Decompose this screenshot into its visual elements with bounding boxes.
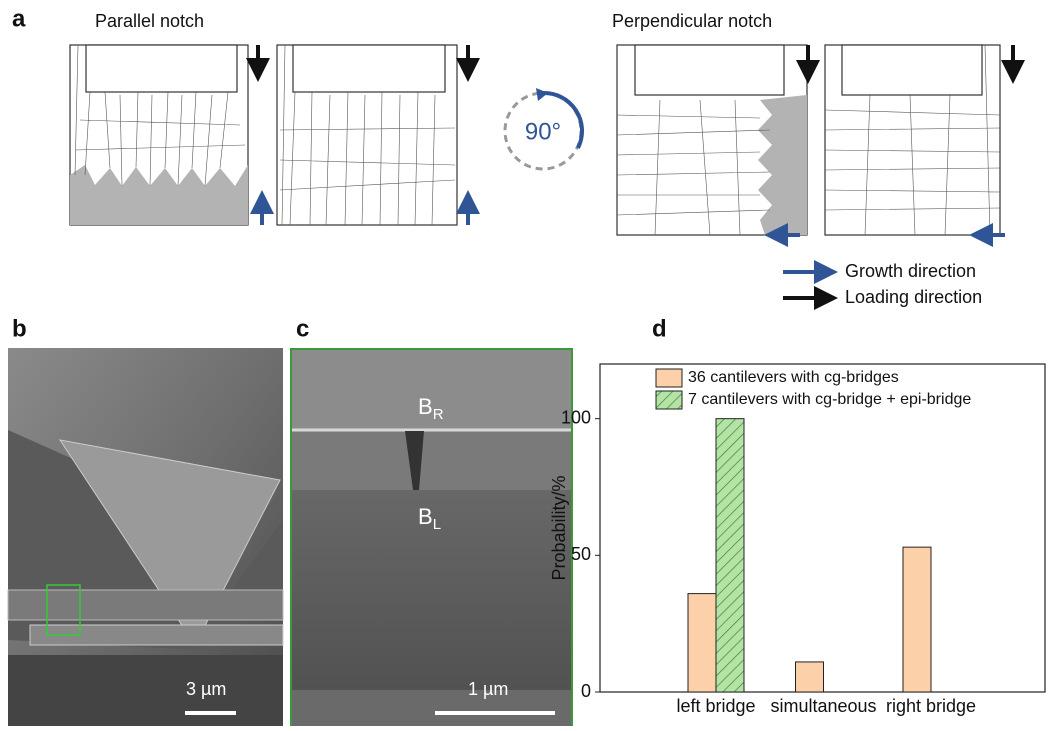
annotation-base: B bbox=[418, 394, 433, 419]
panel-label: b bbox=[12, 315, 27, 342]
legend-label: Growth direction bbox=[845, 261, 976, 281]
bar bbox=[796, 662, 824, 692]
annotation-base: B bbox=[418, 504, 433, 529]
annotation-sub: R bbox=[433, 406, 444, 423]
legend-label: 36 cantilevers with cg-bridges bbox=[688, 369, 899, 386]
bar bbox=[688, 594, 716, 692]
plot-frame bbox=[600, 364, 1045, 692]
y-tick-label: 0 bbox=[581, 681, 591, 701]
subtitle: Perpendicular notch bbox=[612, 11, 772, 31]
panel-label: d bbox=[652, 315, 667, 342]
panel-label: c bbox=[296, 315, 309, 342]
scale-bar-label: 3 µm bbox=[186, 679, 226, 699]
figure: a Parallel notch Perpendicular notch 90°… bbox=[0, 0, 1051, 726]
x-tick-label: simultaneous bbox=[770, 696, 876, 716]
bar bbox=[716, 419, 744, 692]
legend-swatch bbox=[656, 369, 682, 387]
sem-image bbox=[8, 348, 283, 726]
angle-label: 90° bbox=[525, 118, 561, 145]
annotation-sub: L bbox=[433, 516, 441, 533]
x-tick-label: right bridge bbox=[886, 696, 976, 716]
panel-label: a bbox=[12, 5, 26, 32]
legend-swatch bbox=[656, 391, 682, 409]
y-tick-label: 100 bbox=[561, 407, 591, 427]
chart: 0 50 100 Probability/% left bridge simultaneo… bbox=[549, 364, 1045, 716]
subtitle: Parallel notch bbox=[95, 11, 204, 31]
legend-label: Loading direction bbox=[845, 287, 982, 307]
bar bbox=[903, 547, 931, 692]
x-tick-label: left bridge bbox=[676, 696, 755, 716]
scale-bar-label: 1 µm bbox=[468, 679, 508, 699]
y-tick-label: 50 bbox=[571, 544, 591, 564]
legend-label: 7 cantilevers with cg-bridge + epi-bridg… bbox=[688, 391, 971, 408]
y-axis-label: Probability/% bbox=[549, 475, 569, 580]
